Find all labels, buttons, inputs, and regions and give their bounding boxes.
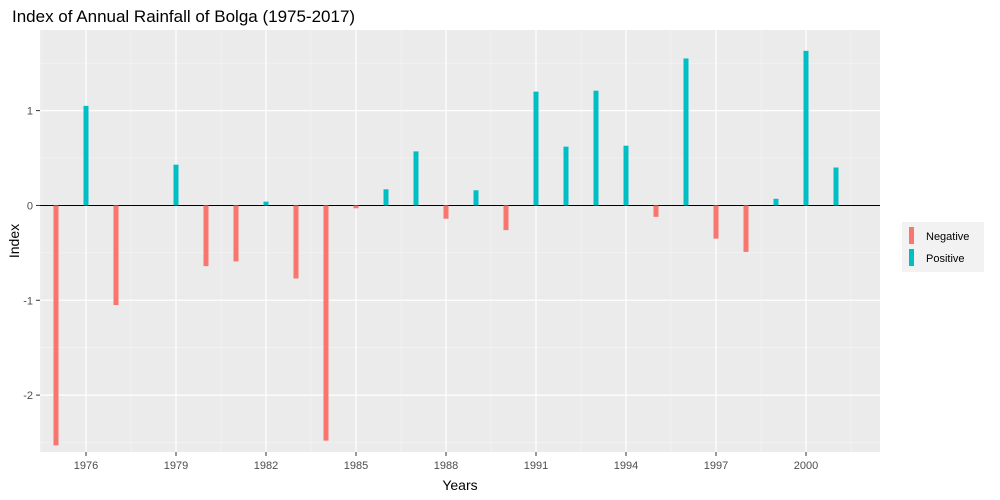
x-tick-label: 2000: [794, 460, 818, 472]
bar-positive: [593, 90, 599, 206]
legend-label-positive: Positive: [926, 253, 965, 265]
bar-negative: [53, 205, 59, 446]
bar-negative: [113, 205, 119, 306]
bar-positive: [563, 146, 569, 206]
x-tick-label: 1997: [704, 460, 728, 472]
legend: Negative Positive: [902, 222, 984, 272]
bar-positive: [383, 189, 389, 206]
y-tick-label: 1: [27, 106, 33, 118]
bar-negative: [743, 205, 749, 252]
x-axis-ticks: 1976 1979 1982 1985 1988 1991 1994 1997 2000: [74, 452, 818, 472]
bar-positive: [773, 198, 779, 206]
x-tick-label: 1994: [614, 460, 638, 472]
bar-negative: [443, 205, 449, 219]
bar-negative: [293, 205, 299, 279]
chart-title: Index of Annual Rainfall of Bolga (1975-…: [12, 7, 355, 26]
legend-swatch-positive: [909, 249, 914, 266]
x-tick-label: 1985: [344, 460, 368, 472]
bar-positive: [83, 105, 89, 206]
plot-panel: [40, 30, 880, 452]
bar-negative: [233, 205, 239, 262]
y-tick-label: 0: [27, 200, 33, 212]
x-tick-label: 1976: [74, 460, 98, 472]
y-tick-label: -1: [23, 295, 33, 307]
x-axis-title: Years: [442, 477, 477, 493]
bar-negative: [353, 205, 359, 209]
bar-positive: [623, 145, 629, 206]
x-tick-label: 1979: [164, 460, 188, 472]
bar-positive: [473, 190, 479, 206]
x-tick-label: 1991: [524, 460, 548, 472]
x-tick-label: 1988: [434, 460, 458, 472]
bar-positive: [683, 58, 689, 206]
bar-positive: [533, 91, 539, 206]
gridlines: [40, 30, 880, 452]
y-axis-title: Index: [6, 224, 22, 258]
bar-positive: [833, 167, 839, 206]
bar-negative: [653, 205, 659, 217]
bar-positive: [173, 164, 179, 206]
bar-negative: [203, 205, 209, 267]
legend-swatch-negative: [909, 227, 914, 244]
bar-positive: [413, 151, 419, 206]
bar-negative: [713, 205, 719, 239]
bars: [53, 50, 839, 446]
y-tick-label: -2: [23, 390, 33, 402]
legend-label-negative: Negative: [926, 231, 969, 243]
bar-negative: [503, 205, 509, 231]
bar-negative: [323, 205, 329, 441]
y-axis-ticks: -2 -1 0 1: [23, 106, 40, 402]
bar-positive: [263, 201, 269, 206]
x-tick-label: 1982: [254, 460, 278, 472]
bar-positive: [803, 50, 809, 206]
